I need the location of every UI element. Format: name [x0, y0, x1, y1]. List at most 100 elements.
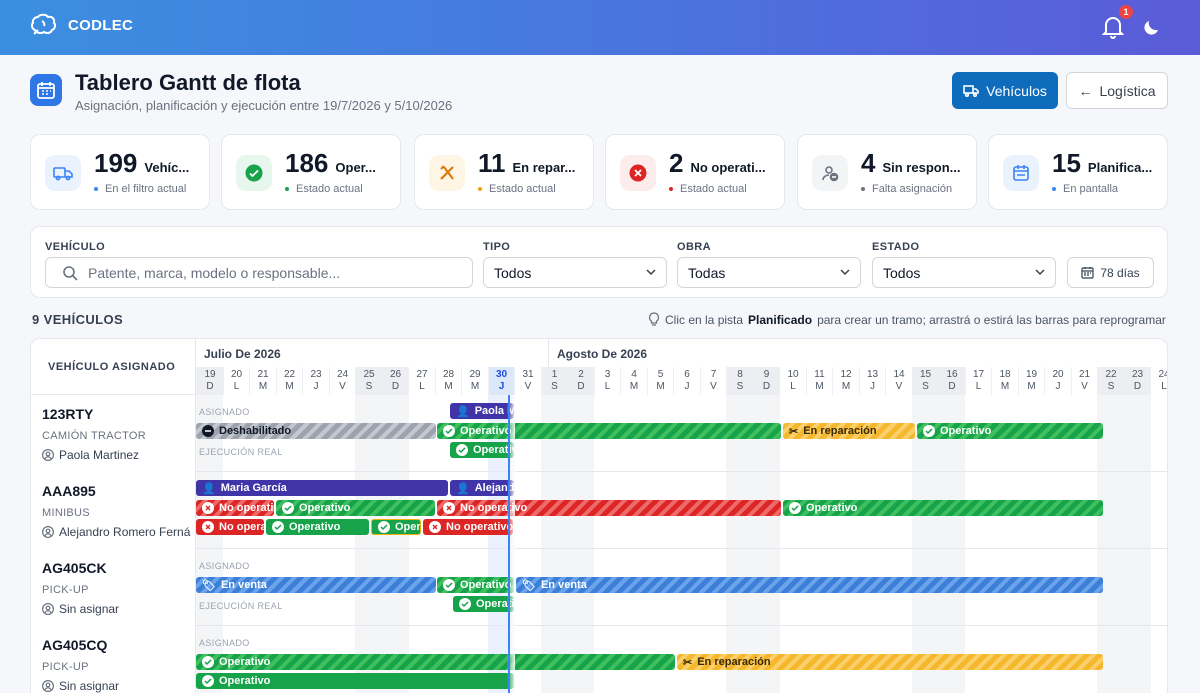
day-column-header[interactable]: 31 V	[514, 367, 541, 395]
status-bar-operational[interactable]: Operativo	[196, 654, 675, 670]
day-column-header[interactable]: 22 S	[1097, 367, 1124, 395]
lane-label-assigned: ASIGNADO	[199, 561, 250, 571]
day-column-header[interactable]: 18 M	[991, 367, 1018, 395]
user-icon	[42, 680, 54, 692]
day-weekday: D	[391, 381, 400, 392]
day-number: 14	[893, 369, 905, 380]
status-bar-repair[interactable]: ✂ En reparación	[677, 654, 1103, 670]
day-column-header[interactable]: 30 J	[487, 367, 515, 395]
vehicle-info[interactable]: AAA895 MINIBUS Alejandro Romero Ferná	[31, 472, 196, 549]
status-bar-for-sale[interactable]: 🏷 En venta	[516, 577, 1103, 593]
brand[interactable]: CODLEC	[30, 12, 133, 38]
status-bar-not-operational[interactable]: No operativo	[196, 500, 274, 516]
day-column-header[interactable]: 25 S	[355, 367, 382, 395]
day-column-header[interactable]: 19 D	[196, 367, 223, 395]
day-number: 24	[336, 369, 349, 380]
day-column-header[interactable]: 22 M	[275, 367, 303, 395]
day-weekday: S	[551, 381, 558, 392]
vehicle-info[interactable]: AG405CQ PICK-UP Sin asignar	[31, 626, 196, 693]
day-column-header[interactable]: 15 S	[911, 367, 939, 395]
bar-label: Operativo	[473, 444, 514, 456]
day-column-header[interactable]: 17 L	[964, 367, 992, 395]
bell-icon[interactable]	[1102, 15, 1124, 39]
day-grid-column	[567, 395, 594, 693]
actual-bar-not-operational[interactable]: No operativo	[196, 519, 264, 535]
moon-icon[interactable]	[1143, 18, 1161, 36]
work-select[interactable]: Todas	[677, 257, 861, 288]
day-column-header[interactable]: 24L	[1150, 367, 1167, 395]
day-weekday: M	[841, 381, 851, 392]
day-column-header[interactable]: 13 J	[858, 367, 886, 395]
days-range-button[interactable]: 78 días	[1067, 257, 1154, 288]
user-minus-icon	[812, 155, 848, 191]
day-column-header[interactable]: 28 M	[434, 367, 462, 395]
vehicle-search-input[interactable]: Patente, marca, modelo o responsable...	[45, 257, 473, 288]
actual-bar-operational[interactable]: Operativo	[266, 519, 369, 535]
actual-bar-operational[interactable]: Operativo	[196, 673, 514, 689]
bar-label: No operativo	[219, 521, 264, 533]
day-column-header[interactable]: 16 D	[938, 367, 965, 395]
day-column-header[interactable]: 19 M	[1017, 367, 1045, 395]
bar-label: Operativo	[395, 521, 421, 533]
day-number: 8	[737, 369, 743, 380]
day-column-header[interactable]: 27 L	[408, 367, 435, 395]
bar-label: Deshabilitado	[219, 425, 292, 437]
actual-bar-operational[interactable]: Operativo	[450, 442, 514, 458]
vehicle-plate: AG405CK	[42, 560, 107, 576]
day-column-header[interactable]: 12 M	[832, 367, 859, 395]
status-bar-for-sale[interactable]: 🏷 En venta	[196, 577, 436, 593]
type-select[interactable]: Todos	[483, 257, 667, 288]
actual-bar-not-operational[interactable]: No operativo · Pendiente	[423, 519, 513, 535]
vehicle-info[interactable]: AG405CK PICK-UP Sin asignar	[31, 549, 196, 626]
status-bar-operational[interactable]: Operativo	[437, 423, 781, 439]
status-bar-operational[interactable]: Operativo	[783, 500, 1103, 516]
assignment-bar[interactable]: 👤 Paola Martinez	[450, 403, 514, 419]
gantt-left-header: VEHÍCULO ASIGNADO	[31, 339, 196, 395]
day-column-header[interactable]: 21 M	[249, 367, 276, 395]
vehicle-type: CAMIÓN TRACTOR	[42, 430, 147, 442]
assignment-bar[interactable]: 👤 Maria García	[196, 480, 448, 496]
status-bar-disabled[interactable]: Deshabilitado	[196, 423, 436, 439]
actual-bar-operational[interactable]: Operativo	[371, 519, 421, 535]
day-column-header[interactable]: 20 J	[1044, 367, 1071, 395]
day-column-header[interactable]: 29 M	[461, 367, 488, 395]
stat-sub: Falta asignación	[872, 183, 953, 195]
day-weekday: L	[604, 381, 611, 392]
day-column-header[interactable]: 23 J	[302, 367, 329, 395]
status-bar-repair[interactable]: ✂ En reparación	[783, 423, 915, 439]
bar-label: En venta	[220, 579, 267, 591]
status-bar-operational[interactable]: Operativo	[437, 577, 514, 593]
logistics-button[interactable]: ← Logística	[1066, 72, 1168, 109]
stat-card-vehicles: 199 Vehíc... En el filtro actual	[30, 134, 210, 210]
assignment-bar[interactable]: 👤 Alejandro Romero	[450, 480, 514, 496]
status-bar-operational[interactable]: Operativo	[276, 500, 435, 516]
day-column-header[interactable]: 20 L	[222, 367, 250, 395]
day-column-header[interactable]: 24 V	[328, 367, 356, 395]
day-column-header[interactable]: 14 V	[885, 367, 912, 395]
day-column-header[interactable]: 23 D	[1123, 367, 1151, 395]
status-bar-operational[interactable]: Operativo	[917, 423, 1103, 439]
day-column-header[interactable]: 26 D	[381, 367, 409, 395]
day-column-header[interactable]: 11 M	[805, 367, 833, 395]
vehicle-info[interactable]: 123RTY CAMIÓN TRACTOR Paola Martinez	[31, 395, 196, 472]
filters-panel: VEHÍCULO Patente, marca, modelo o respon…	[30, 226, 1168, 298]
day-number: 28	[442, 369, 455, 380]
day-column-header[interactable]: 21 V	[1070, 367, 1098, 395]
vehicles-button[interactable]: Vehículos	[952, 72, 1058, 109]
day-number: 2	[578, 369, 584, 380]
page-title: Tablero Gantt de flota	[75, 70, 301, 95]
bar-label: No operativo · Pendiente	[446, 521, 513, 533]
status-bar-not-operational[interactable]: No operativo	[437, 500, 781, 516]
state-select[interactable]: Todos	[872, 257, 1056, 288]
actual-bar-operational[interactable]: Operativo	[453, 596, 514, 612]
day-column-header[interactable]: 10 L	[779, 367, 806, 395]
